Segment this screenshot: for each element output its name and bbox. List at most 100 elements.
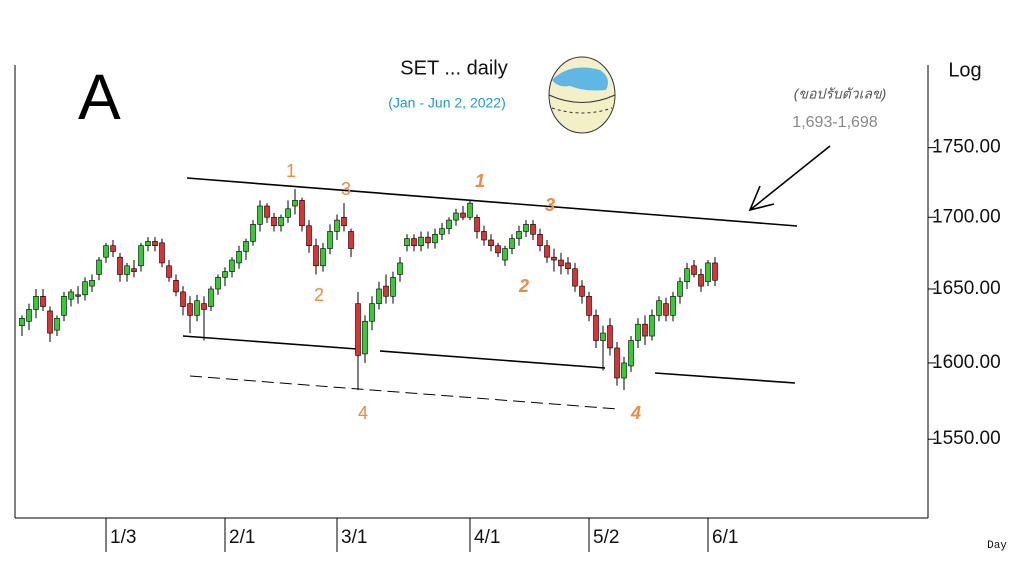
candle-body	[698, 274, 704, 287]
candle-body	[705, 262, 711, 283]
candle-body	[418, 236, 424, 247]
candle-body	[607, 325, 613, 349]
candle-body	[166, 265, 172, 278]
candle-body	[54, 318, 60, 331]
candle-body	[390, 277, 396, 297]
candle-body	[180, 291, 186, 307]
candle-body	[684, 268, 690, 283]
candle-body	[495, 245, 501, 254]
y-tick-label: 1700.00	[932, 206, 1001, 227]
candle-body	[194, 300, 200, 316]
candle-body	[691, 265, 697, 275]
candle-body	[460, 212, 466, 218]
candle-body	[432, 233, 438, 244]
x-tick-label: 1/3	[110, 527, 136, 548]
candle-body	[523, 224, 529, 232]
candle-body	[327, 231, 333, 249]
candle-body	[579, 285, 585, 297]
candle-body	[138, 245, 144, 267]
candle-body	[47, 310, 53, 334]
candle-body	[474, 216, 480, 232]
candle-body	[628, 340, 634, 367]
candle-body	[285, 208, 291, 218]
candle-body	[243, 241, 249, 252]
candle-body	[663, 303, 669, 316]
candle-body	[614, 347, 620, 379]
candle-body	[89, 279, 95, 287]
candle-body	[103, 245, 109, 258]
candle-body	[82, 281, 88, 296]
candle-body	[376, 288, 382, 304]
candle-body	[278, 216, 284, 227]
candle-body	[439, 228, 445, 235]
candle-body	[516, 231, 522, 239]
scale-label: Log	[948, 59, 981, 81]
candle-body	[586, 295, 592, 316]
candle-body	[334, 219, 340, 232]
candle-body	[509, 238, 515, 249]
y-tick-label: 1600.00	[932, 352, 1001, 373]
candle-body	[271, 216, 277, 227]
candle-body	[411, 238, 417, 247]
candle-body	[383, 285, 389, 297]
candle-body	[544, 245, 550, 258]
candle-body	[446, 219, 452, 229]
candle-body	[264, 205, 270, 218]
candle-body	[187, 303, 193, 316]
candle-body	[425, 236, 431, 244]
candle-body	[61, 295, 67, 316]
x-tick-label: 6/1	[712, 527, 738, 548]
candle-body	[33, 295, 39, 310]
x-tick-label: 5/2	[593, 527, 619, 548]
candle-body	[355, 303, 361, 356]
candle-body	[502, 248, 508, 261]
candle-body	[222, 271, 228, 278]
candle-body	[481, 231, 487, 241]
x-tick-label: 2/1	[229, 527, 255, 548]
candle-body	[124, 265, 130, 275]
candle-body	[467, 202, 473, 218]
wave-label: 3	[341, 179, 351, 199]
x-tick-label: 3/1	[341, 527, 367, 548]
candle-body	[635, 323, 641, 341]
candle-body	[572, 268, 578, 287]
candle-body	[369, 303, 375, 322]
candle-body	[649, 315, 655, 337]
note: (ขอปรับตัวเลข)	[794, 86, 886, 102]
candle-body	[306, 225, 312, 247]
wave-label: 4	[358, 403, 368, 423]
candle-body	[131, 268, 137, 272]
candle-body	[558, 259, 564, 267]
y-tick-label: 1550.00	[932, 428, 1001, 449]
candle-body	[75, 294, 81, 297]
wave-label: 1	[286, 161, 296, 181]
y-tick-label: 1750.00	[932, 137, 1001, 158]
candle-body	[208, 288, 214, 307]
x-axis-label: Day	[987, 540, 1007, 552]
candle-body	[117, 256, 123, 275]
x-tick-label: 4/1	[474, 527, 500, 548]
y-tick-label: 1650.00	[932, 278, 1001, 299]
candle-body	[229, 259, 235, 272]
note-value: 1,693-1,698	[792, 114, 878, 131]
candle-body	[236, 251, 242, 264]
wave-label: 1	[475, 171, 485, 191]
candle-body	[173, 279, 179, 293]
wave-label: 2	[518, 276, 529, 296]
wave-label: 2	[314, 285, 324, 305]
candle-body	[341, 216, 347, 227]
candle-body	[348, 231, 354, 249]
panel-label: A	[78, 61, 121, 133]
candle-body	[299, 200, 305, 227]
candle-body	[488, 239, 494, 247]
candle-body	[656, 300, 662, 316]
candle-body	[250, 224, 256, 242]
candle-body	[159, 242, 165, 264]
candle-body	[96, 259, 102, 275]
globe-icon	[548, 56, 616, 134]
candle-body	[677, 281, 683, 297]
candle-body	[621, 362, 627, 379]
wave-label: 3	[545, 195, 555, 215]
candle-body	[257, 205, 263, 225]
